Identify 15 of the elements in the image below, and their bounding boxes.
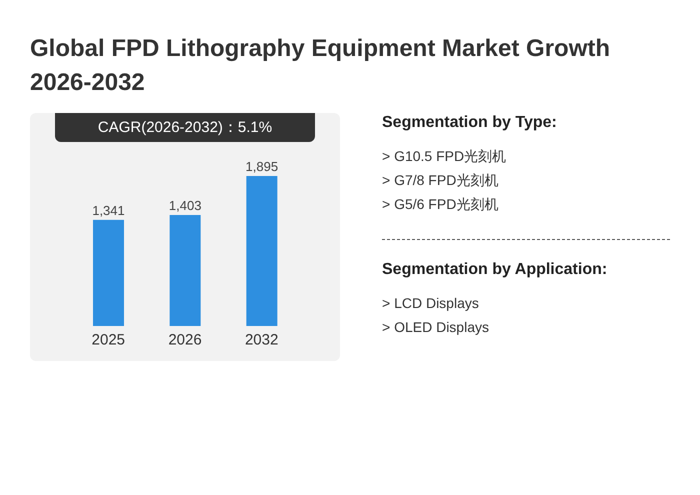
text: > G5/6 FPD光刻机 [382,195,500,214]
chart-title: Global FPD Lithography Equipment Market Growth 2026-2032 [30,34,612,98]
text: Segmentation by Application: [382,261,608,279]
text: CAGR(2026-2032)：5.1% [55,113,315,142]
text: > OLED Displays [382,318,490,337]
text: > G7/8 FPD光刻机 [382,171,500,190]
x-tick-label: 2032 [244,332,278,349]
text: > G10.5 FPD光刻机 [382,147,508,166]
text: > LCD Displays [382,294,480,313]
data-label: 1,341 [92,202,125,218]
data-label: 1,403 [168,198,202,213]
text: Segmentation by Type: [382,114,558,132]
x-tick-label: 2025 [92,332,126,349]
x-tick-label: 2026 [168,332,202,349]
data-label: 1,895 [246,159,278,174]
